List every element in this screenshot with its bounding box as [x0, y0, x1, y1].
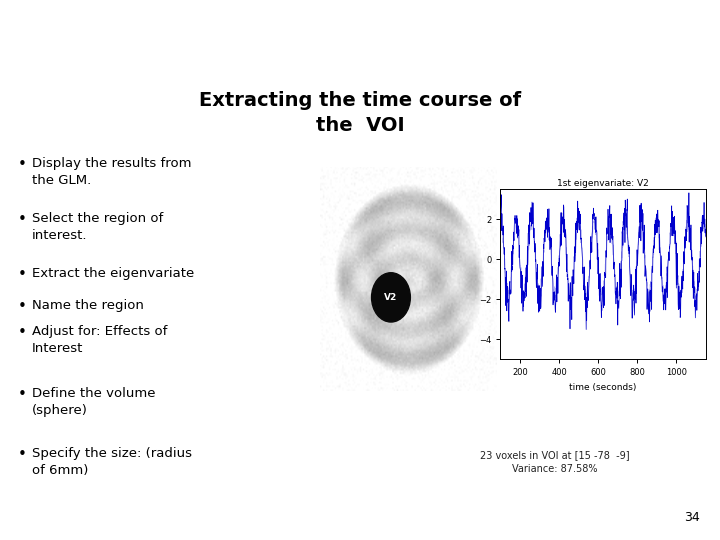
- Text: •: •: [18, 447, 27, 462]
- Text: the  VOI: the VOI: [315, 116, 405, 134]
- Text: Select the region of
interest.: Select the region of interest.: [32, 212, 163, 241]
- Text: Define the volume
(sphere): Define the volume (sphere): [32, 387, 156, 416]
- Text: Adjust for: Effects of
Interest: Adjust for: Effects of Interest: [32, 325, 167, 355]
- Text: •: •: [18, 157, 27, 172]
- Title: 1st eigenvariate: V2: 1st eigenvariate: V2: [557, 179, 649, 188]
- Text: •: •: [18, 267, 27, 282]
- Text: Extracting the time course of: Extracting the time course of: [199, 91, 521, 110]
- Circle shape: [372, 273, 410, 322]
- Text: •: •: [18, 299, 27, 314]
- Text: Specify the size: (radius
of 6mm): Specify the size: (radius of 6mm): [32, 447, 192, 476]
- Text: ⌂UCL: ⌂UCL: [634, 22, 702, 46]
- Text: Variance: 87.58%: Variance: 87.58%: [512, 464, 598, 474]
- Text: V2: V2: [384, 293, 397, 302]
- Text: 34: 34: [684, 511, 700, 524]
- Text: 23 voxels in VOI at [15 -78  -9]: 23 voxels in VOI at [15 -78 -9]: [480, 450, 630, 460]
- Text: •: •: [18, 325, 27, 340]
- Text: •: •: [18, 212, 27, 227]
- Text: •: •: [18, 387, 27, 402]
- Text: Name the region: Name the region: [32, 299, 144, 312]
- Text: Display the results from
the GLM.: Display the results from the GLM.: [32, 157, 192, 187]
- X-axis label: time (seconds): time (seconds): [570, 383, 636, 391]
- Text: Extract the eigenvariate: Extract the eigenvariate: [32, 267, 194, 280]
